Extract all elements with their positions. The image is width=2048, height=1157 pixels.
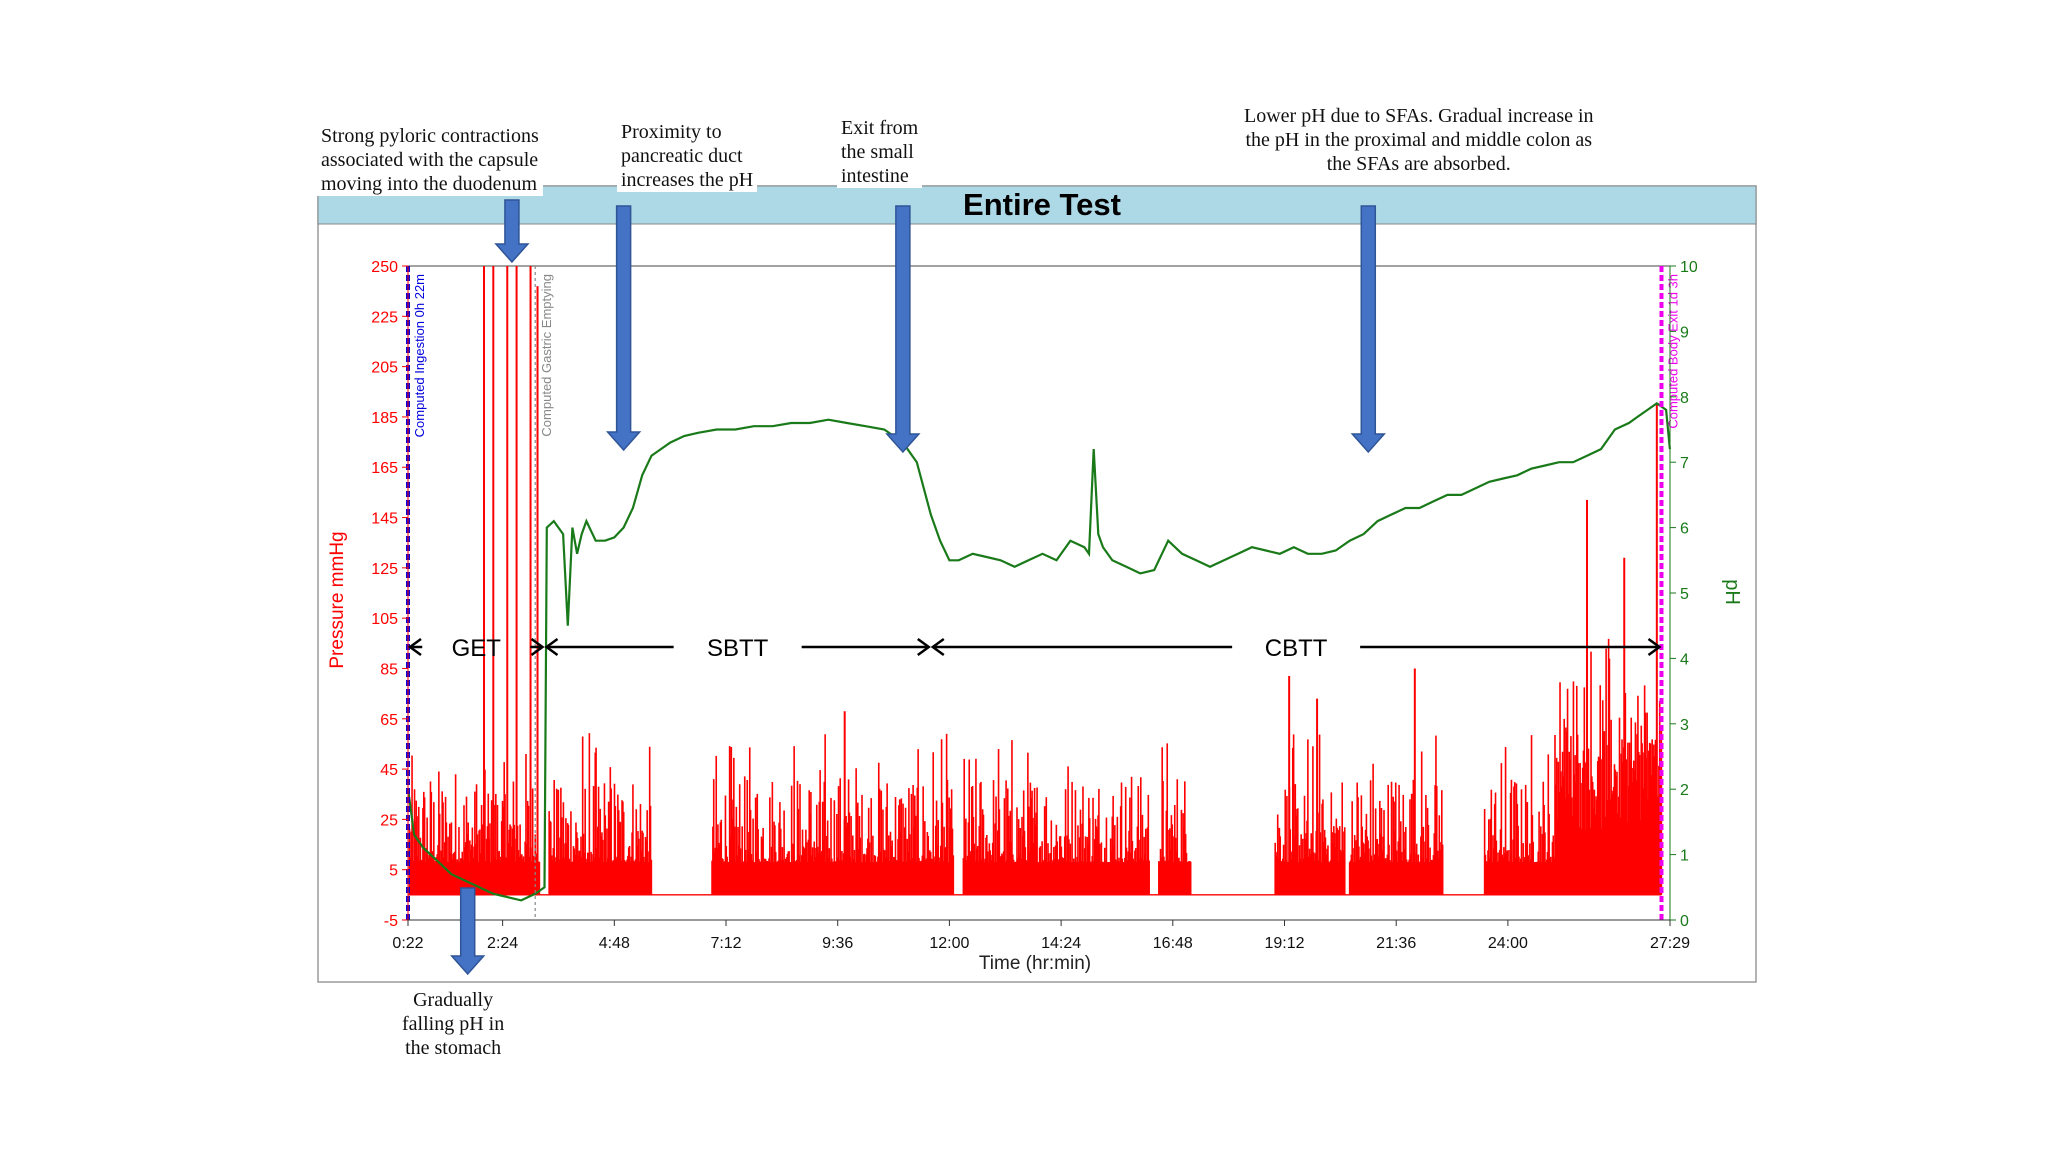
x-tick-label: 0:22 (392, 935, 423, 952)
annotation-sfa: Lower pH due to SFAs. Gradual increase i… (1240, 104, 1598, 176)
x-tick-label: 14:24 (1041, 935, 1081, 952)
y-right-tick-label: 3 (1680, 717, 1689, 734)
y-left-tick-label: 165 (371, 460, 398, 477)
x-tick-label: 4:48 (599, 935, 630, 952)
phase-arrowhead (1647, 637, 1662, 657)
phase-label: GET (452, 635, 502, 662)
y-left-tick-label: 5 (389, 863, 398, 880)
x-tick-label: 19:12 (1264, 935, 1304, 952)
annotation-exit: Exit from the small intestine (837, 116, 923, 188)
phase-arrowhead (917, 637, 931, 657)
x-tick-label: 16:48 (1153, 935, 1193, 952)
y-left-tick-label: -5 (384, 913, 398, 930)
y-left-tick-label: 65 (380, 712, 398, 729)
y-axis-label-right: pH (1721, 579, 1743, 605)
x-tick-label: 2:24 (487, 935, 518, 952)
plot-area (407, 265, 1671, 921)
y-right-tick-label: 10 (1680, 259, 1698, 276)
annotation-arrow-stomach (450, 887, 486, 976)
marker-label: Computed Body Exit 1d 3h (1665, 274, 1680, 429)
y-right-tick-label: 1 (1680, 848, 1689, 865)
phase-arrowhead (930, 637, 945, 657)
annotation-pyloric: Strong pyloric contractions associated w… (317, 124, 543, 196)
x-axis-label: Time (hr:min) (979, 953, 1091, 974)
x-tick-label: 7:12 (710, 935, 741, 952)
title-bar (317, 185, 1757, 225)
annotation-arrow-pancreatic (605, 205, 642, 452)
chart-title: Entire Test (963, 187, 1121, 222)
x-tick-label: 27:29 (1650, 935, 1690, 952)
x-tick-label: 21:36 (1376, 935, 1416, 952)
x-tick-label: 9:36 (822, 935, 853, 952)
y-right-tick-label: 5 (1680, 586, 1689, 603)
y-left-tick-label: 85 (380, 661, 398, 678)
y-right-tick-label: 6 (1680, 521, 1689, 538)
y-left-tick-label: 145 (371, 511, 398, 528)
annotation-arrow-sfa (1350, 205, 1386, 454)
phase-label: SBTT (707, 635, 769, 662)
y-right-tick-label: 7 (1680, 455, 1689, 472)
phase-arrowhead (544, 637, 559, 657)
phase-label: CBTT (1265, 635, 1328, 662)
y-left-tick-label: 225 (371, 309, 398, 326)
y-left-tick-label: 205 (371, 360, 398, 377)
annotation-arrow-exit (885, 205, 921, 454)
y-right-tick-label: 9 (1680, 324, 1689, 341)
phase-arrowhead (407, 637, 422, 657)
phase-arrowhead (530, 637, 545, 657)
x-tick-label: 24:00 (1488, 935, 1528, 952)
y-left-tick-label: 250 (371, 259, 398, 276)
annotation-stomach: Gradually falling pH in the stomach (398, 988, 509, 1060)
y-right-tick-label: 2 (1680, 782, 1689, 799)
marker-label: Computed Gastric Emptying (539, 274, 554, 437)
y-right-tick-label: 8 (1680, 390, 1689, 407)
ph-line (407, 401, 1671, 902)
y-left-tick-label: 25 (380, 812, 398, 829)
y-right-tick-label: 0 (1680, 913, 1689, 930)
y-left-tick-label: 105 (371, 611, 398, 628)
y-axis-label-left: Pressure mmHg (327, 531, 348, 668)
x-tick-label: 12:00 (929, 935, 969, 952)
marker-label: Computed Ingestion 0h 22m (412, 274, 427, 437)
y-left-tick-label: 45 (380, 762, 398, 779)
annotation-pancreatic: Proximity to pancreatic duct increases t… (617, 120, 758, 192)
y-right-tick-label: 4 (1680, 651, 1689, 668)
y-left-tick-label: 125 (371, 561, 398, 578)
annotation-arrow-pyloric (494, 199, 530, 264)
y-left-tick-label: 185 (371, 410, 398, 427)
